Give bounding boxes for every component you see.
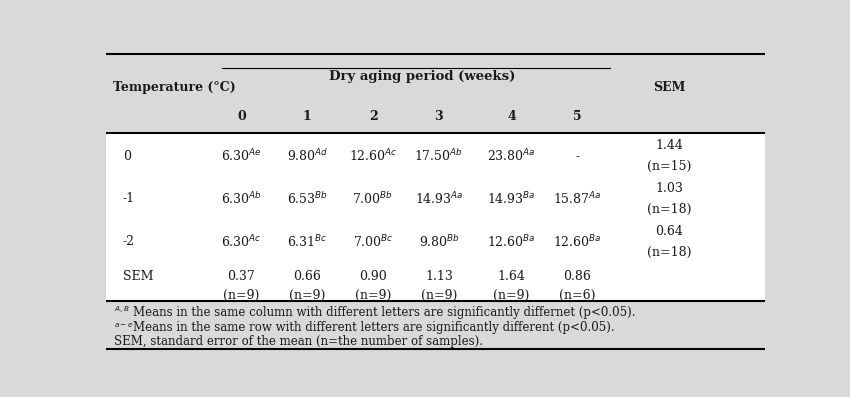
Text: 14.93$^{Ba}$: 14.93$^{Ba}$ [487,191,536,207]
Text: 6.31$^{Bc}$: 6.31$^{Bc}$ [286,233,327,250]
Text: 6.53$^{Bb}$: 6.53$^{Bb}$ [286,191,328,207]
Text: (n=9): (n=9) [421,289,457,302]
Text: 12.60$^{Ba}$: 12.60$^{Ba}$ [552,233,602,250]
Text: (n=9): (n=9) [223,289,259,302]
Text: (n=18): (n=18) [647,203,692,216]
Text: 1: 1 [303,110,312,123]
Text: 0.66: 0.66 [293,270,321,283]
Text: -: - [575,150,580,163]
Text: SEM: SEM [122,270,153,283]
Text: 0: 0 [122,150,131,163]
Text: 3: 3 [434,110,443,123]
Text: 9.80$^{Ad}$: 9.80$^{Ad}$ [286,148,328,164]
Text: SEM: SEM [654,81,686,94]
Text: 1.13: 1.13 [425,270,453,283]
Text: 9.80$^{Bb}$: 9.80$^{Bb}$ [418,234,459,250]
Text: 6.30$^{Ab}$: 6.30$^{Ab}$ [221,191,262,207]
Text: 23.80$^{Aa}$: 23.80$^{Aa}$ [487,148,536,164]
Text: 0.64: 0.64 [655,225,683,237]
Text: 7.00$^{Bb}$: 7.00$^{Bb}$ [353,191,394,207]
Text: 0: 0 [237,110,246,123]
Text: 12.60$^{Ba}$: 12.60$^{Ba}$ [487,233,536,250]
Text: (n=9): (n=9) [493,289,530,302]
Text: Means in the same column with different letters are significantly differnet (p<0: Means in the same column with different … [133,306,635,318]
Text: (n=9): (n=9) [289,289,326,302]
Text: 17.50$^{Ab}$: 17.50$^{Ab}$ [415,148,463,164]
Text: 0.90: 0.90 [360,270,387,283]
Text: SEM, standard error of the mean (n=the number of samples).: SEM, standard error of the mean (n=the n… [114,335,483,348]
Text: 2: 2 [369,110,377,123]
Bar [106,301,765,349]
Text: (n=6): (n=6) [559,289,596,302]
Bar [106,133,765,301]
Text: (n=9): (n=9) [354,289,391,302]
Text: (n=15): (n=15) [648,160,692,173]
Text: Dry aging period (weeks): Dry aging period (weeks) [329,70,516,83]
Text: 5: 5 [573,110,581,123]
Text: 1.03: 1.03 [655,182,683,195]
Text: Temperature (°C): Temperature (°C) [113,81,235,94]
Text: 14.93$^{Aa}$: 14.93$^{Aa}$ [415,191,463,207]
Text: $^{a-e}$: $^{a-e}$ [114,323,133,332]
Text: (n=18): (n=18) [647,246,692,259]
Text: -2: -2 [122,235,134,248]
Text: 15.87$^{Aa}$: 15.87$^{Aa}$ [553,191,601,207]
Text: 0.37: 0.37 [228,270,255,283]
Text: 0.86: 0.86 [564,270,592,283]
Text: 7.00$^{Bc}$: 7.00$^{Bc}$ [353,233,394,250]
Text: 6.30$^{Ac}$: 6.30$^{Ac}$ [221,233,262,250]
Text: Means in the same row with different letters are significantly different (p<0.05: Means in the same row with different let… [133,321,615,334]
Text: $^{A,B}$: $^{A,B}$ [114,308,130,316]
Text: -1: -1 [122,193,135,206]
Text: 1.44: 1.44 [655,139,683,152]
Text: 4: 4 [507,110,516,123]
Bar [106,54,765,133]
Text: 6.30$^{Ae}$: 6.30$^{Ae}$ [221,148,262,164]
Text: 12.60$^{Ac}$: 12.60$^{Ac}$ [348,148,397,164]
Text: 1.64: 1.64 [497,270,525,283]
